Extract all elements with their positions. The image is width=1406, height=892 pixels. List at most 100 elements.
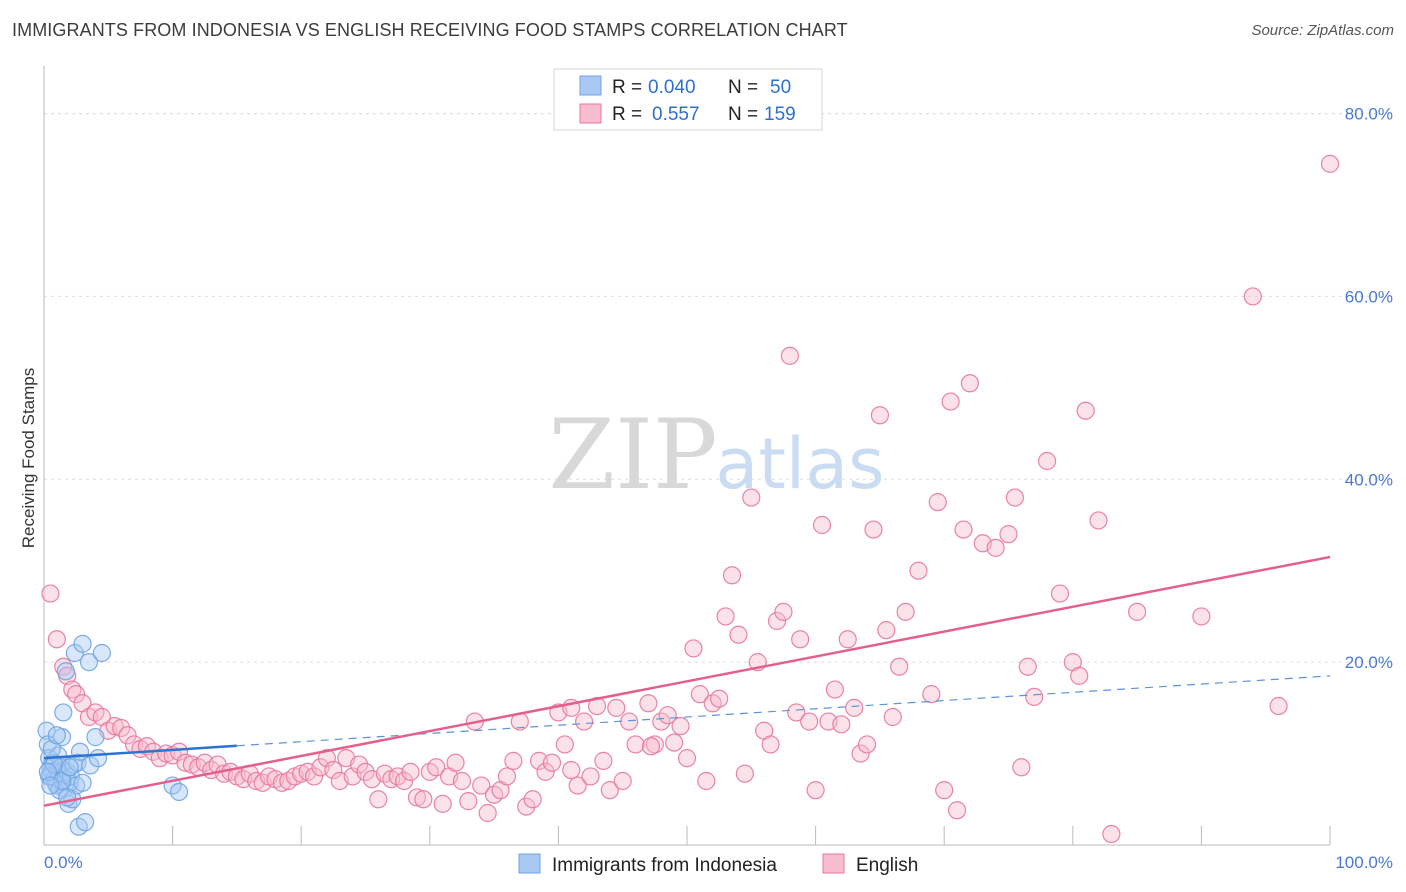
legend-swatch-english [579,103,602,124]
english-point-73 [504,751,523,770]
english-point-105 [722,566,742,585]
english-point-150 [1076,401,1095,420]
english-point-97 [665,733,684,752]
source-label: Source: ZipAtlas.com [1251,22,1394,39]
english-point-96 [658,706,677,725]
english-point-132 [922,685,941,704]
english-point-142 [1005,488,1025,507]
english-point-59 [414,790,433,809]
tick-labels: 20.0% 40.0% 60.0% 80.0% 0.0% 100.0% [44,105,1393,872]
english-point-141 [999,525,1018,544]
english-point-107 [735,764,754,783]
english-point-62 [433,794,452,813]
english-point-116 [800,712,819,731]
english-point-100 [684,639,703,658]
legend-n-label-indonesia: N = [728,77,758,98]
english-point-101 [690,685,709,704]
bottom-legend-swatch-english [822,853,845,874]
x-tick-label-1: 100.0% [1335,853,1393,872]
english-point-82 [562,760,581,780]
english-point-99 [677,749,697,768]
english-point-79 [542,753,562,772]
bottom-legend-swatch-indonesia [518,853,541,874]
indonesia-point-0 [37,721,56,740]
english-point-162 [832,715,851,734]
indonesia-point-35 [86,728,105,747]
english-point-66 [459,792,478,811]
english-point-90 [613,771,632,791]
y-tick-label-2: 60.0% [1345,287,1393,306]
english-point-152 [1102,824,1121,844]
english-point-146 [1037,451,1057,471]
english-point-5 [67,685,86,704]
english-point-127 [877,621,896,640]
indonesia-point-25 [65,643,84,663]
english-point-151 [1089,511,1108,530]
indonesia-point-33 [79,653,99,672]
indonesia-point-18 [56,662,75,681]
english-point-155 [1243,287,1262,306]
english-point-115 [791,630,810,649]
legend-n-label-english: N = [728,104,758,125]
legend-r-label-indonesia: R = [612,77,642,98]
english-point-122 [845,698,864,717]
english-point-106 [729,625,748,644]
english-point-135 [941,392,960,411]
indonesia-point-46 [52,771,72,791]
legend-n-value-indonesia: 50 [770,77,791,98]
y-tick-label-3: 80.0% [1345,105,1393,124]
indonesia-point-32 [73,634,92,653]
english-point-57 [401,762,420,781]
english-point-13 [118,726,137,745]
english-point-76 [523,790,542,809]
watermark: ZIP atlas [548,399,884,511]
axes [43,66,1331,846]
english-point-83 [568,776,587,795]
english-point-111 [767,611,787,631]
english-point-93 [639,694,658,713]
english-point-58 [407,788,427,807]
english-point-140 [986,538,1005,557]
english-point-153 [1127,602,1147,621]
y-tick-label-1: 40.0% [1345,470,1393,489]
indonesia-trend-solid [43,744,237,760]
english-point-78 [536,762,555,781]
english-point-145 [1025,687,1044,706]
y-tick-label-0: 20.0% [1345,653,1393,672]
english-point-137 [954,520,973,539]
indonesia-point-36 [88,749,108,768]
english-trend-line [43,555,1331,807]
english-point-108 [742,488,761,507]
english-point-133 [928,493,947,512]
english-point-149 [1070,666,1089,685]
english-point-98 [671,717,690,736]
english-point-11 [105,717,124,736]
english-point-131 [909,561,928,580]
english-point-123 [851,744,870,763]
indonesia-point-37 [92,643,111,663]
bottom-legend-label-english: English [856,855,918,876]
english-point-143 [1012,758,1031,777]
english-point-160 [710,689,729,708]
english-point-104 [716,607,735,626]
english-point-114 [787,703,806,722]
english-point-154 [1192,607,1211,626]
english-point-113 [780,346,799,365]
english-point-75 [517,797,536,816]
english-point-68 [472,776,491,795]
legend-swatch-indonesia [579,75,602,96]
english-point-157 [1320,154,1340,173]
english-point-125 [864,520,883,539]
english-point-159 [641,737,661,756]
english-point-85 [581,767,600,786]
grid-lines [44,113,1392,663]
english-point-112 [774,602,793,621]
english-point-56 [394,771,414,791]
english-point-81 [555,735,574,754]
english-point-129 [890,657,909,676]
english-point-124 [857,735,877,754]
legend-r-value-indonesia: 0.040 [648,77,696,98]
indonesia-point-39 [169,782,189,802]
indonesia-point-45 [38,762,57,781]
